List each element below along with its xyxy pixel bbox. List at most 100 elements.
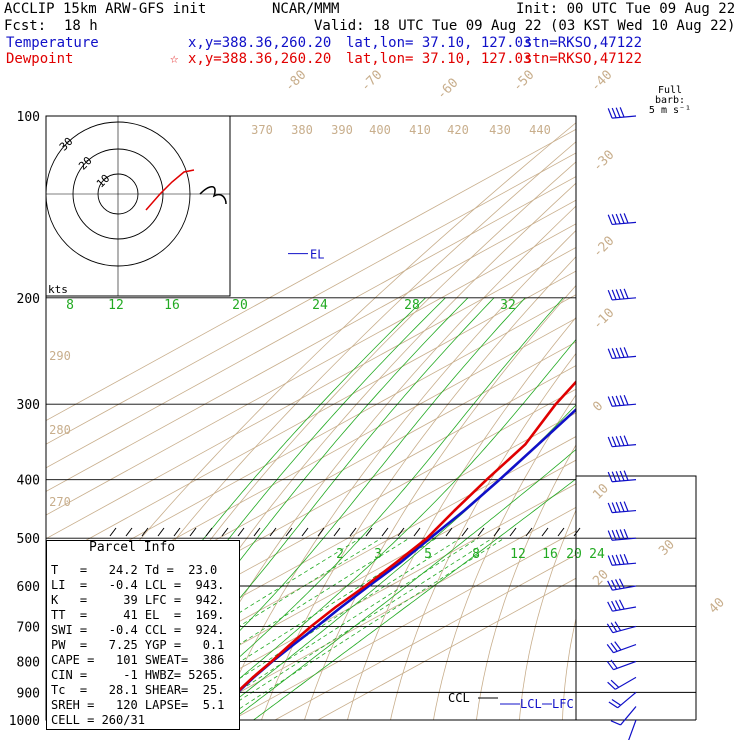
- wind-barb-feather: [614, 621, 622, 631]
- isotherm-line: [46, 199, 576, 492]
- isobar-hatch: [157, 527, 165, 537]
- isobar-hatch: [541, 527, 549, 537]
- wind-barb-feather: [615, 436, 621, 447]
- wind-barb-feather: [619, 554, 625, 565]
- parcel-row: CIN = -1 HWBZ= 5265.: [51, 668, 225, 682]
- mixing-ratio-label: 8: [66, 298, 74, 313]
- dry-adiabat-line: [689, 116, 740, 720]
- isobar-hatch: [349, 527, 357, 537]
- isotherm-line: [59, 436, 576, 720]
- wind-barb-feather: [610, 622, 618, 632]
- pressure-tick-label: 900: [17, 686, 40, 701]
- hodograph-frame: [45, 115, 231, 297]
- isobar-hatch: [509, 527, 517, 537]
- isobar-hatch: [397, 527, 405, 537]
- wind-barb-feather: [615, 579, 621, 590]
- theta-label: 400: [369, 123, 391, 137]
- isotherm-label: -80: [282, 68, 309, 95]
- wind-barb-feather: [611, 698, 622, 706]
- wind-barb-feather: [607, 601, 613, 612]
- wind-barb-feather: [623, 553, 629, 565]
- wind-barb-feather: [615, 289, 621, 300]
- isobar-hatch: [285, 527, 293, 537]
- barb-legend: Full barb: 5 m s⁻¹: [640, 86, 700, 116]
- wind-barb-feather: [615, 107, 621, 118]
- wind-barb-feather: [615, 600, 621, 611]
- theta-label: 430: [489, 123, 511, 137]
- barb-column-frame: [576, 475, 697, 720]
- isobar-hatch: [365, 527, 373, 537]
- wind-barb-feather: [607, 530, 613, 541]
- theta-label: 390: [331, 123, 353, 137]
- isotherm-line: [46, 317, 576, 611]
- parcel-row: CAPE = 101 SWEAT= 386: [51, 653, 225, 667]
- wind-barb-feather: [623, 470, 629, 481]
- isotherm-line: [231, 530, 576, 720]
- dry-adiabat-line: [304, 284, 576, 720]
- wind-barb-feather: [623, 435, 629, 446]
- wind-barb-feather: [606, 623, 614, 633]
- isobar-hatch: [461, 527, 469, 537]
- wind-barb-feather: [611, 579, 617, 590]
- wind-barb-feather: [607, 214, 613, 225]
- wind-barb-feather: [615, 347, 621, 358]
- isotherm-label: 30: [656, 537, 678, 559]
- theta-label: 370: [251, 123, 273, 137]
- wind-barb-feather: [611, 214, 617, 225]
- theta-label: 280: [49, 423, 71, 437]
- lfc-label: LFC: [552, 697, 574, 711]
- dewpoint-star-icon: ☆: [170, 51, 179, 67]
- wind-barb-feather: [611, 436, 617, 447]
- isobar-hatch: [525, 527, 533, 537]
- isobar-hatch: [381, 527, 389, 537]
- wind-barb-feather: [623, 213, 629, 224]
- mixing-ratio-label: 8: [472, 547, 480, 562]
- wind-barb-feather: [607, 502, 613, 513]
- mixing-ratio-label: 5: [424, 547, 432, 562]
- parcel-row: CELL = 260/31: [51, 713, 145, 727]
- level-annotations: EL CCL LCL LFC: [288, 248, 574, 711]
- isotherm-label: -60: [434, 76, 461, 103]
- valid-time: Valid: 18 UTC Tue 09 Aug 22 (03 KST Wed …: [314, 18, 736, 34]
- pressure-tick-label: 100: [17, 110, 40, 125]
- ccl-label: CCL: [448, 691, 470, 705]
- isobar-hatch: [413, 527, 421, 537]
- theta-label: 290: [49, 349, 71, 363]
- dry-adiabat-line: [390, 352, 576, 720]
- wind-barb-feather: [611, 289, 617, 300]
- wind-barb-feather: [607, 396, 613, 407]
- wind-barb-feather: [610, 720, 621, 726]
- isotherm-line: [46, 294, 576, 587]
- isobar-hatch: [205, 527, 213, 537]
- wind-barb-feather: [607, 681, 616, 690]
- wind-barb-feather: [615, 502, 621, 513]
- mixing-ratio-label: 20: [566, 547, 582, 562]
- isobar-hatch: [173, 527, 181, 537]
- wind-barb-feather: [607, 348, 613, 359]
- temperature-station: stn=RKSO,47122: [524, 35, 643, 51]
- mixing-ratio-label: 20: [232, 298, 248, 313]
- mixing-ratio-label: 24: [312, 298, 328, 313]
- parcel-row: Tc = 28.1 SHEAR= 25.: [51, 683, 225, 697]
- wind-barb-feather: [611, 396, 617, 407]
- isobar-hatch: [141, 527, 149, 537]
- parcel-row: SREH = 120 LAPSE= 5.1: [51, 698, 225, 712]
- hodograph-trace: [199, 186, 227, 205]
- wind-barb-feather: [615, 213, 621, 224]
- isobar-hatch: [493, 527, 501, 537]
- isobar-hatch: [445, 527, 453, 537]
- lcl-label: LCL: [520, 697, 542, 711]
- barb-legend-line1: Full barb:: [654, 85, 686, 106]
- mixing-ratio-label: 24: [589, 547, 605, 562]
- isobar-hatch: [237, 527, 245, 537]
- mixing-ratio-label: 16: [542, 547, 558, 562]
- wind-barb-feather: [615, 395, 621, 406]
- wind-barb-shaft: [612, 625, 637, 634]
- hodograph-ring: [97, 173, 139, 215]
- dry-adiabat-line: [433, 394, 576, 720]
- isotherm-line: [102, 459, 576, 720]
- isotherm-label: 40: [706, 595, 728, 617]
- theta-label: 270: [49, 495, 71, 509]
- wind-barb-feather: [611, 600, 617, 611]
